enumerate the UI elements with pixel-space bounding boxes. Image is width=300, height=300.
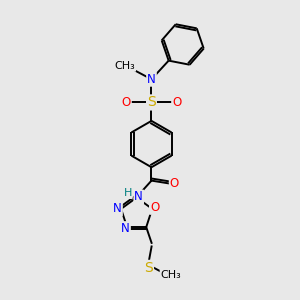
- Text: O: O: [170, 177, 179, 190]
- Text: O: O: [122, 96, 131, 109]
- Text: S: S: [144, 261, 153, 275]
- Text: H: H: [124, 188, 132, 198]
- Text: N: N: [121, 222, 130, 235]
- Text: CH₃: CH₃: [160, 270, 181, 280]
- Text: O: O: [150, 201, 159, 214]
- Text: N: N: [147, 73, 156, 86]
- Text: CH₃: CH₃: [114, 61, 135, 71]
- Text: N: N: [134, 190, 143, 203]
- Text: O: O: [172, 96, 182, 109]
- Text: N: N: [113, 202, 122, 215]
- Text: S: S: [147, 95, 156, 110]
